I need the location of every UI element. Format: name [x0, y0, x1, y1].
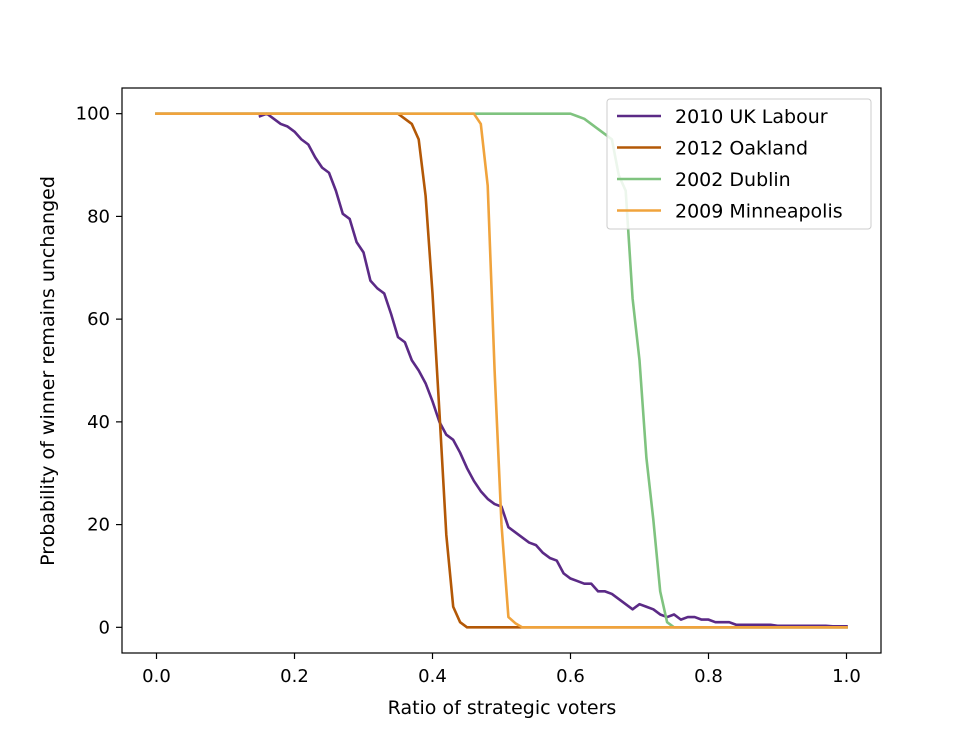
- legend-label-1: 2012 Oakland: [675, 138, 808, 160]
- y-tick-label: 40: [87, 412, 110, 433]
- legend-label-0: 2010 UK Labour: [675, 106, 828, 128]
- x-tick-label: 0.8: [694, 666, 723, 687]
- y-axis-label: Probability of winner remains unchanged: [37, 176, 59, 566]
- x-tick-label: 0.4: [418, 666, 447, 687]
- x-tick-label: 0.0: [142, 666, 171, 687]
- axes-frame: [121, 87, 882, 654]
- legend: 2010 UK Labour 2012 Oakland 2002 Dublin 200…: [606, 98, 872, 230]
- legend-label-2: 2002 Dublin: [675, 169, 791, 191]
- x-tick-label: 1.0: [832, 666, 861, 687]
- legend-box: [606, 98, 872, 230]
- series-line-3: [155, 112, 848, 629]
- x-tick-label: 0.6: [556, 666, 585, 687]
- plot-area: [155, 112, 848, 629]
- y-tick-label: 80: [87, 206, 110, 227]
- series-line-0: [258, 112, 848, 628]
- axes: 0.0 0.2 0.4 0.6 0.8 1.0 0 20 40 60 80 100: [76, 87, 882, 687]
- x-tick-label: 0.2: [280, 666, 309, 687]
- y-tick-label: 0: [99, 617, 110, 638]
- legend-label-3: 2009 Minneapolis: [675, 201, 843, 223]
- x-axis-label: Ratio of strategic voters: [388, 697, 617, 719]
- y-tick-label: 20: [87, 515, 110, 536]
- y-tick-label: 100: [76, 104, 110, 125]
- y-tick-label: 60: [87, 309, 110, 330]
